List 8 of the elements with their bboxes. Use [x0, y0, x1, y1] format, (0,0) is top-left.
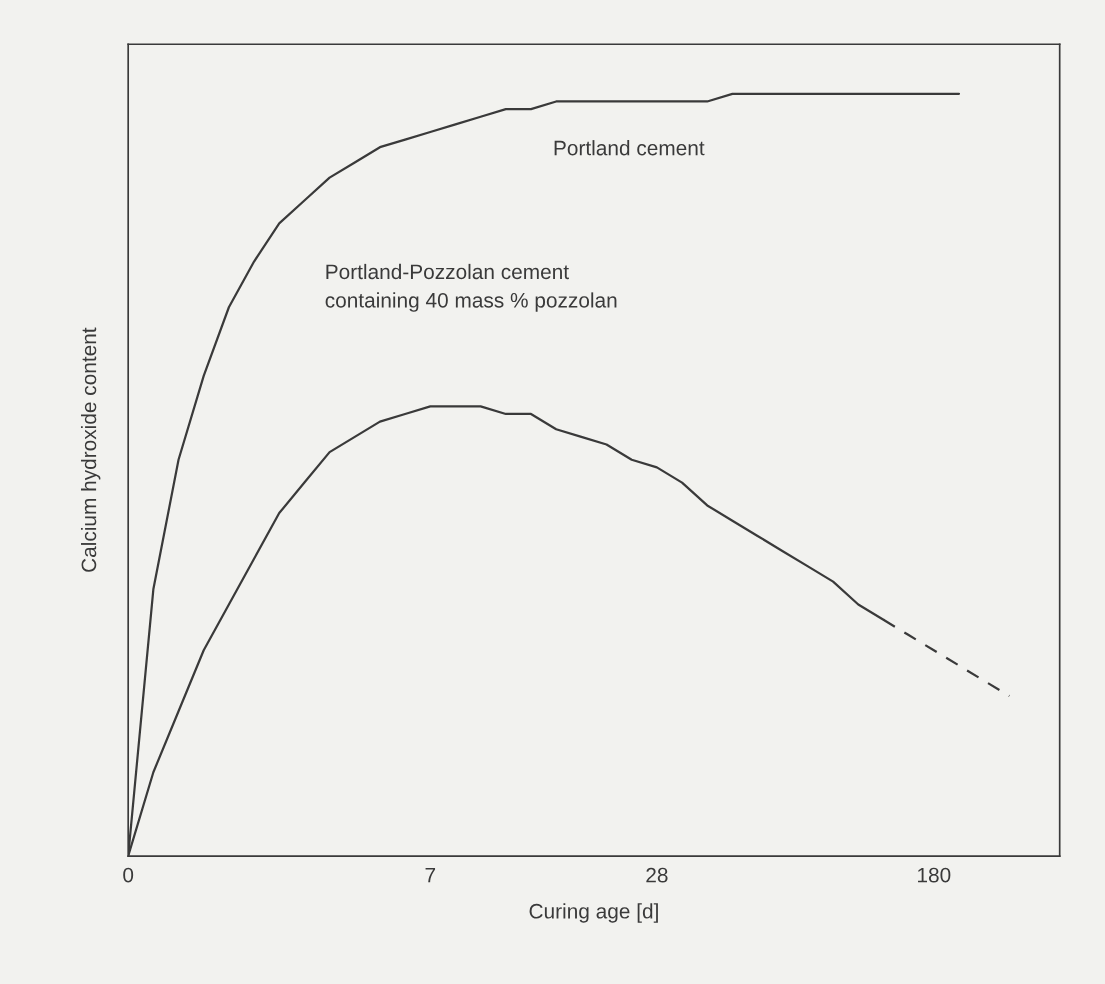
x-tick-label: 7 [425, 867, 436, 883]
annotation: Portland cement [554, 140, 705, 156]
x-tick-label: 28 [646, 867, 668, 883]
x-tick-label: 180 [918, 867, 951, 883]
x-tick-label: 0 [123, 867, 134, 883]
annotation: Portland-Pozzolan cement containing 40 mass % pozzolan [325, 263, 617, 312]
y-axis-title: Calcium hydroxide content [80, 327, 101, 572]
x-axis-title: Curing age [d] [529, 903, 658, 923]
